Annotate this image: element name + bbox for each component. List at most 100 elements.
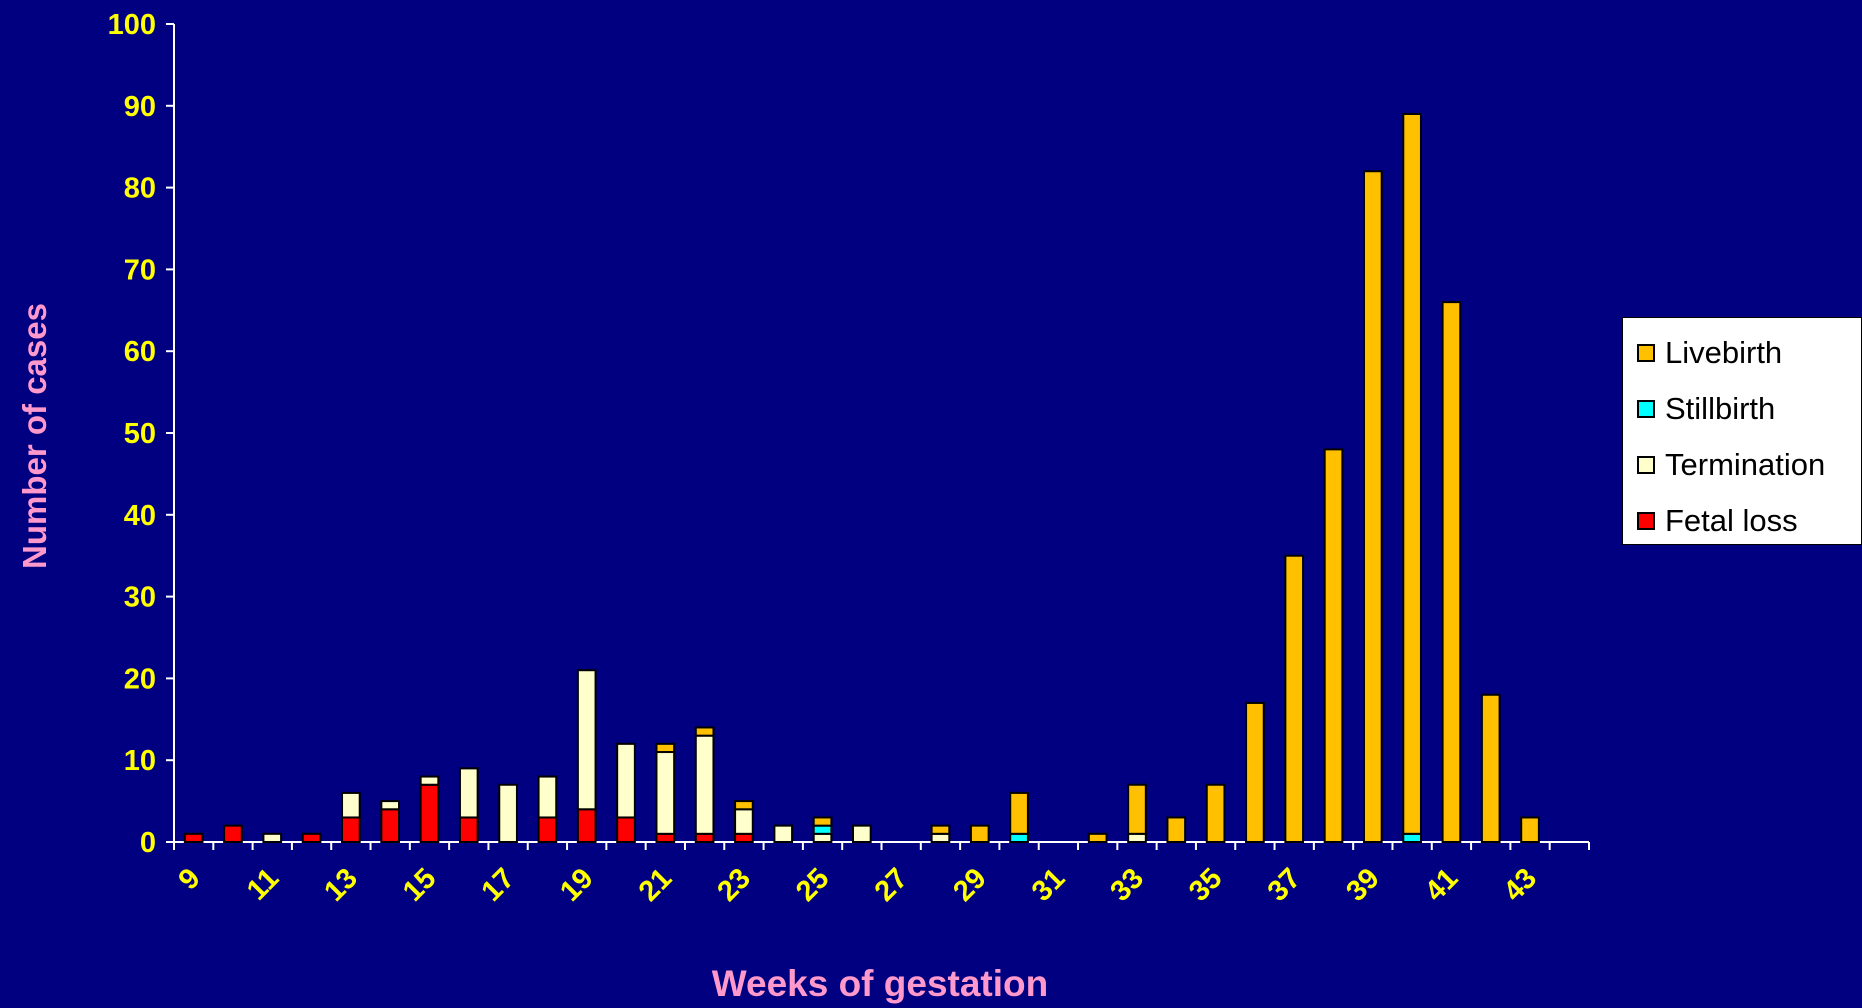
x-tick-label: 19 (554, 862, 599, 907)
legend-item-stillbirth: Stillbirth (1637, 389, 1775, 429)
bar-livebirth (1166, 816, 1187, 844)
x-tick-label: 25 (790, 862, 835, 907)
bar-termination (498, 783, 518, 843)
x-tick-label: 35 (1183, 862, 1228, 907)
bar-livebirth (930, 824, 951, 835)
bar-termination (773, 824, 794, 844)
bar-livebirth (1087, 832, 1108, 844)
y-tick-label: 80 (124, 173, 156, 205)
y-tick-label: 90 (124, 91, 156, 123)
bar-termination (930, 832, 951, 844)
x-tick-label: 43 (1498, 862, 1543, 907)
y-tick-label: 40 (124, 500, 156, 532)
axes (166, 23, 1590, 850)
bar-livebirth (1362, 170, 1383, 844)
legend-label: Termination (1665, 447, 1826, 482)
bar-fetal-loss (458, 816, 479, 844)
bar-termination (419, 775, 440, 786)
bar-termination (616, 742, 636, 819)
bar-livebirth (1520, 816, 1540, 844)
bar-termination (812, 832, 833, 844)
legend-label: Stillbirth (1665, 391, 1776, 426)
legend-item-fetal-loss: Fetal loss (1637, 501, 1798, 541)
bar-fetal-loss (223, 824, 243, 844)
legend-item-termination: Termination (1637, 445, 1825, 485)
bar-livebirth (1284, 554, 1305, 843)
bar-stillbirth (1009, 832, 1029, 844)
legend-label: Livebirth (1665, 335, 1783, 370)
x-tick-label: 13 (318, 862, 363, 907)
x-tick-label: 29 (947, 862, 992, 907)
legend-label: Fetal loss (1665, 503, 1798, 538)
y-tick-label: 50 (124, 418, 156, 450)
x-tick-label: 23 (711, 862, 756, 907)
y-tick-labels: 0 10 20 30 40 50 60 70 80 90 100 (108, 9, 156, 859)
bar-livebirth (1009, 791, 1029, 835)
y-tick-label: 10 (124, 745, 156, 777)
bar-fetal-loss (576, 808, 597, 844)
y-tick-label: 60 (124, 336, 156, 368)
bar-termination (380, 800, 401, 811)
x-tick-label: 39 (1340, 862, 1385, 907)
x-tick-label: 17 (476, 862, 521, 907)
x-tick-label: 9 (173, 862, 207, 896)
y-tick-label: 0 (140, 827, 156, 859)
y-tick-label: 70 (124, 254, 156, 286)
legend: Livebirth Stillbirth Termination Fetal l… (1622, 317, 1862, 545)
x-tick-label: 33 (1104, 862, 1149, 907)
x-tick-label: 21 (633, 862, 678, 907)
bar-termination (458, 767, 479, 819)
bar-termination (734, 808, 754, 835)
legend-swatch-termination (1637, 456, 1655, 474)
legend-swatch-fetal-loss (1637, 512, 1655, 530)
bar-fetal-loss (380, 808, 401, 844)
bar-fetal-loss (694, 832, 715, 844)
y-tick-label: 100 (108, 9, 156, 41)
bar-fetal-loss (183, 832, 204, 844)
legend-swatch-stillbirth (1637, 400, 1655, 418)
bar-fetal-loss (301, 832, 322, 844)
x-tick-label: 41 (1419, 862, 1464, 907)
bar-stillbirth (1402, 832, 1422, 844)
bar-fetal-loss (341, 816, 361, 844)
bar-termination (655, 751, 676, 835)
bar-livebirth (1441, 301, 1462, 843)
bar-stillbirth (812, 824, 833, 835)
bar-livebirth (969, 824, 990, 844)
bars (183, 112, 1540, 844)
x-tick-label: 15 (397, 862, 442, 907)
bar-termination (694, 734, 715, 835)
bar-fetal-loss (655, 832, 676, 844)
bar-livebirth (1480, 693, 1501, 844)
bar-livebirth (655, 742, 676, 754)
x-tick-label: 11 (241, 862, 285, 906)
bar-livebirth (1323, 448, 1344, 843)
x-tick-label: 31 (1026, 862, 1071, 907)
y-tick-label: 20 (124, 663, 156, 695)
bar-fetal-loss (734, 832, 754, 844)
bar-livebirth (1205, 783, 1226, 843)
bar-fetal-loss (419, 783, 440, 843)
x-tick-label: 37 (1262, 862, 1307, 907)
bar-livebirth (694, 726, 715, 737)
legend-item-livebirth: Livebirth (1637, 333, 1782, 373)
bar-fetal-loss (616, 816, 636, 844)
bar-termination (341, 791, 361, 819)
x-axis-title: Weeks of gestation (712, 963, 1049, 1004)
bar-livebirth (812, 816, 833, 827)
bar-livebirth (734, 800, 754, 811)
y-tick-label: 30 (124, 582, 156, 614)
bar-termination (262, 832, 283, 844)
y-axis-title: Number of cases (16, 303, 53, 569)
x-tick-label: 27 (869, 862, 914, 907)
bar-livebirth (1245, 701, 1265, 843)
bar-termination (576, 669, 597, 811)
bar-fetal-loss (537, 816, 558, 844)
bar-livebirth (1127, 783, 1147, 835)
legend-swatch-livebirth (1637, 344, 1655, 362)
x-tick-labels: 9 11 13 15 17 19 21 23 25 27 29 31 33 35 37 39 41 43 (173, 862, 1543, 907)
bar-termination (537, 775, 558, 819)
bar-termination (1127, 832, 1147, 844)
bar-termination (852, 824, 872, 844)
